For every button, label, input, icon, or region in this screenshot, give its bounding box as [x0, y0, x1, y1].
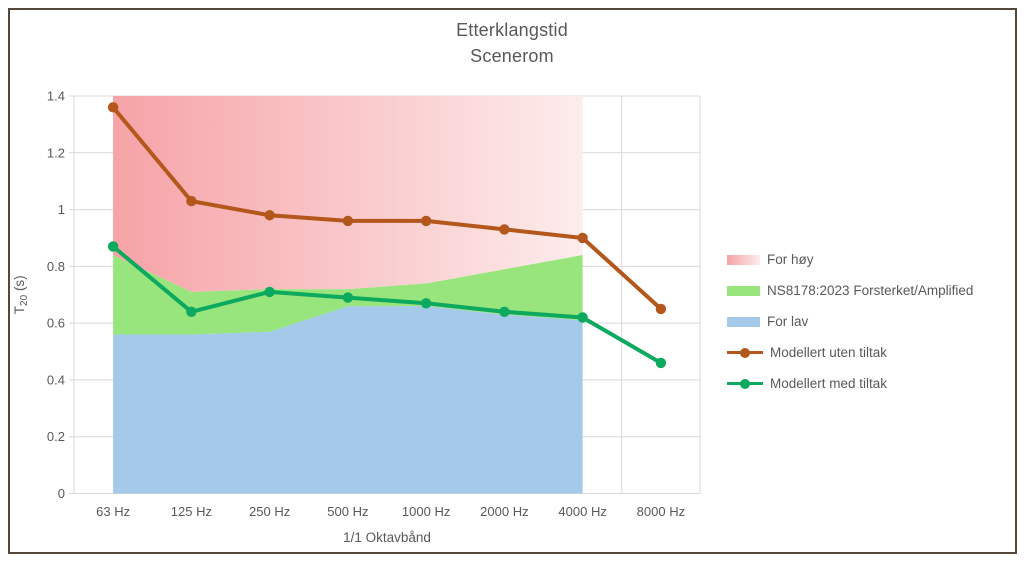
series-marker-1 — [655, 357, 667, 369]
y-tick-label: 0.4 — [47, 372, 65, 387]
series-marker-1 — [264, 286, 275, 298]
legend: For høy NS8178:2023 Forsterket/Amplified F… — [727, 244, 973, 399]
legend-label: Modellert med tiltak — [770, 376, 888, 391]
series-marker-1 — [577, 312, 588, 323]
x-axis-title: 1/1 Oktavbånd — [343, 530, 431, 545]
area-for-hoy — [113, 96, 583, 292]
chart-subtitle: Scenerom — [470, 46, 554, 66]
x-tick-label: 250 Hz — [249, 504, 290, 519]
series-marker-0 — [107, 102, 119, 113]
legend-item: For lav — [727, 306, 973, 337]
x-tick-label: 8000 Hz — [637, 504, 685, 519]
x-tick-label: 63 Hz — [96, 504, 130, 519]
y-tick-label: 0.8 — [47, 259, 65, 274]
series-marker-0 — [342, 215, 354, 227]
legend-swatch — [727, 347, 763, 359]
series-marker-0 — [264, 210, 275, 221]
legend-label: NS8178:2023 Forsterket/Amplified — [767, 283, 974, 298]
legend-label: Modellert uten tiltak — [770, 345, 888, 360]
x-tick-label: 4000 Hz — [558, 504, 606, 519]
series-marker-0 — [499, 224, 510, 235]
x-tick-label: 2000 Hz — [480, 504, 528, 519]
series-marker-1 — [499, 306, 510, 317]
area-for-lav — [113, 306, 583, 494]
series-marker-0 — [577, 232, 588, 244]
legend-label: For høy — [767, 252, 814, 267]
x-tick-label: 1000 Hz — [402, 504, 450, 519]
legend-label: For lav — [767, 314, 809, 329]
y-tick-label: 1.4 — [47, 89, 65, 104]
x-tick-label: 500 Hz — [327, 504, 368, 519]
legend-item: Modellert med tiltak — [727, 368, 973, 399]
series-marker-0 — [186, 195, 197, 207]
series-marker-0 — [655, 303, 667, 315]
legend-item: Modellert uten tiltak — [727, 337, 973, 368]
y-tick-label: 1 — [58, 202, 65, 217]
y-tick-label: 0.2 — [47, 429, 65, 444]
series-marker-0 — [420, 215, 432, 227]
legend-swatch — [727, 285, 760, 296]
series-marker-1 — [186, 306, 197, 317]
chart-title-block: Etterklangstid Scenerom — [0, 17, 1024, 69]
y-tick-label: 0 — [58, 486, 65, 501]
series-marker-1 — [420, 298, 432, 309]
y-tick-label: 1.2 — [47, 145, 65, 160]
legend-swatch — [727, 254, 760, 265]
y-tick-label: 0.6 — [47, 316, 65, 331]
series-marker-1 — [107, 241, 119, 252]
legend-swatch — [727, 316, 760, 327]
y-axis-title: T20 (s) — [12, 275, 30, 314]
legend-item: For høy — [727, 244, 973, 275]
chart-title: Etterklangstid — [456, 20, 568, 40]
series-marker-1 — [342, 292, 354, 303]
series-line-0 — [111, 106, 663, 311]
x-tick-label: 125 Hz — [171, 504, 212, 519]
series-line-1 — [111, 244, 662, 365]
legend-swatch — [727, 378, 763, 390]
legend-item: NS8178:2023 Forsterket/Amplified — [727, 275, 973, 306]
